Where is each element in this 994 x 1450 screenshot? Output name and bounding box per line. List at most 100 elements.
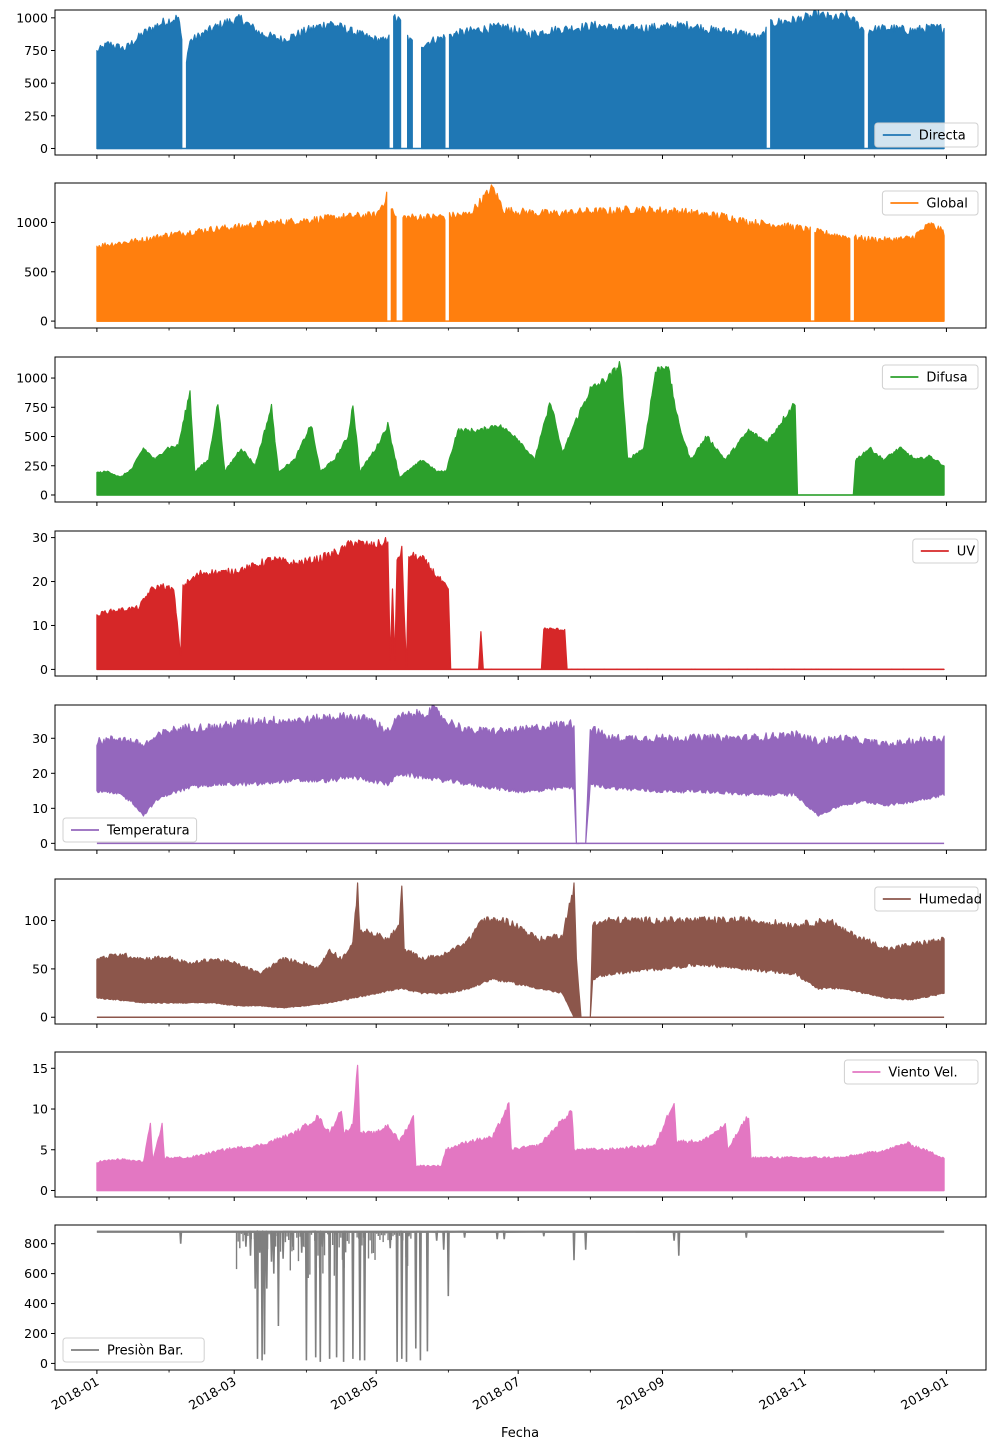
legend-label: Directa	[919, 129, 966, 144]
legend: Directa	[874, 122, 979, 148]
y-tick-label: 250	[24, 458, 48, 473]
legend-box	[881, 190, 979, 216]
series-0	[96, 10, 945, 150]
series-area	[448, 184, 811, 322]
y-tick-label: 50	[32, 961, 48, 976]
legend: Presiòn Bar.	[62, 1337, 205, 1363]
y-tick-label: 10	[32, 801, 48, 816]
series-area	[96, 882, 945, 1018]
legend-label: Humedad	[919, 893, 982, 908]
y-tick-label: 0	[40, 1356, 48, 1371]
y-tick-label: 5	[40, 1142, 48, 1157]
panel-uv: 0 10 20 30 UV	[32, 530, 987, 680]
x-tick-label: 2018-07	[470, 1374, 523, 1413]
series-1	[96, 184, 945, 322]
axes-frame	[54, 9, 987, 156]
axes-frame	[54, 704, 987, 851]
series-area	[393, 14, 402, 150]
legend-box	[881, 364, 979, 390]
series-area	[814, 227, 851, 322]
series-area	[402, 213, 446, 322]
legend-box	[843, 1059, 979, 1085]
x-tick-label: 2019-01	[898, 1374, 951, 1413]
y-tick-label: 500	[24, 264, 48, 279]
legend-label: UV	[957, 545, 976, 560]
y-tick-label: 0	[40, 836, 48, 851]
y-tick-label: 30	[32, 731, 48, 746]
x-tick-label: 2018-01	[49, 1374, 102, 1413]
series-2	[96, 361, 945, 496]
y-tick-label: 20	[32, 766, 48, 781]
y-tick-label: 0	[40, 487, 48, 502]
legend-label: Presiòn Bar.	[107, 1344, 184, 1359]
series-area	[185, 14, 390, 150]
series-6	[96, 1064, 945, 1192]
panel-directa: 0 250 500 750 1000 Directa	[16, 9, 987, 159]
y-tick-label: 500	[24, 76, 48, 91]
legend-label: Viento Vel.	[888, 1066, 957, 1081]
panel-difusa: 0 250 500 750 1000 Difusa	[16, 356, 987, 506]
x-tick-label: 2018-03	[186, 1374, 239, 1413]
y-tick-label: 0	[40, 1010, 48, 1025]
axes-frame	[54, 878, 987, 1025]
legend-label: Global	[926, 197, 967, 212]
x-tick-label: 2018-11	[756, 1374, 809, 1413]
x-axis-label: Fecha	[501, 1426, 539, 1441]
y-tick-label: 600	[24, 1266, 48, 1281]
legend: UV	[912, 538, 979, 564]
y-tick-label: 20	[32, 574, 48, 589]
series-area	[421, 34, 446, 150]
panel-global: 0 500 1000 Global	[16, 182, 987, 332]
y-tick-label: 10	[32, 1102, 48, 1117]
series-area	[448, 20, 767, 150]
panel-temperatura: 0 10 20 30 Temperatura	[32, 704, 987, 854]
y-tick-label: 1000	[16, 10, 48, 25]
series-area	[770, 10, 865, 150]
series-3	[96, 537, 945, 671]
legend-box	[874, 886, 979, 912]
y-tick-label: 750	[24, 400, 48, 415]
series-line	[96, 1230, 945, 1362]
y-tick-label: 500	[24, 429, 48, 444]
legend-label: Temperatura	[106, 824, 190, 839]
panel-humedad: 0 50 100 Humedad	[24, 878, 987, 1028]
series-4	[96, 705, 945, 845]
legend: Viento Vel.	[843, 1059, 979, 1085]
legend-box	[62, 817, 198, 843]
series-area	[390, 208, 397, 322]
axes-frame	[54, 356, 987, 503]
y-tick-label: 30	[32, 530, 48, 545]
legend: Difusa	[881, 364, 979, 390]
series-5	[96, 882, 945, 1018]
y-tick-label: 0	[40, 662, 48, 677]
x-tick-label: 2018-05	[328, 1374, 381, 1413]
series-area	[96, 537, 945, 670]
series-area	[96, 1064, 945, 1192]
y-tick-label: 750	[24, 43, 48, 58]
y-tick-label: 15	[32, 1061, 48, 1076]
axes-frame	[54, 1051, 987, 1198]
series-area	[407, 34, 413, 150]
axes-frame	[54, 182, 987, 329]
y-tick-label: 400	[24, 1296, 48, 1311]
series-area	[96, 705, 945, 845]
series-area	[96, 361, 945, 496]
legend-label: Difusa	[926, 371, 967, 386]
y-tick-label: 0	[40, 1183, 48, 1198]
legend: Temperatura	[62, 817, 198, 843]
panel-presi-n-bar: 0 200 400 600 800 Presiòn Bar.	[24, 1224, 987, 1374]
legend: Global	[881, 190, 979, 216]
series-area	[96, 191, 388, 322]
panel-viento-vel: 0 5 10 15 Viento Vel.	[32, 1051, 987, 1201]
y-tick-label: 0	[40, 314, 48, 329]
x-tick-label: 2018-09	[614, 1374, 667, 1413]
legend-box	[62, 1337, 205, 1363]
y-tick-label: 1000	[16, 371, 48, 386]
series-area	[96, 14, 183, 150]
legend: Humedad	[874, 886, 982, 912]
series-7	[96, 1230, 945, 1362]
y-tick-label: 1000	[16, 215, 48, 230]
axes-frame	[54, 1224, 987, 1371]
y-tick-label: 200	[24, 1326, 48, 1341]
